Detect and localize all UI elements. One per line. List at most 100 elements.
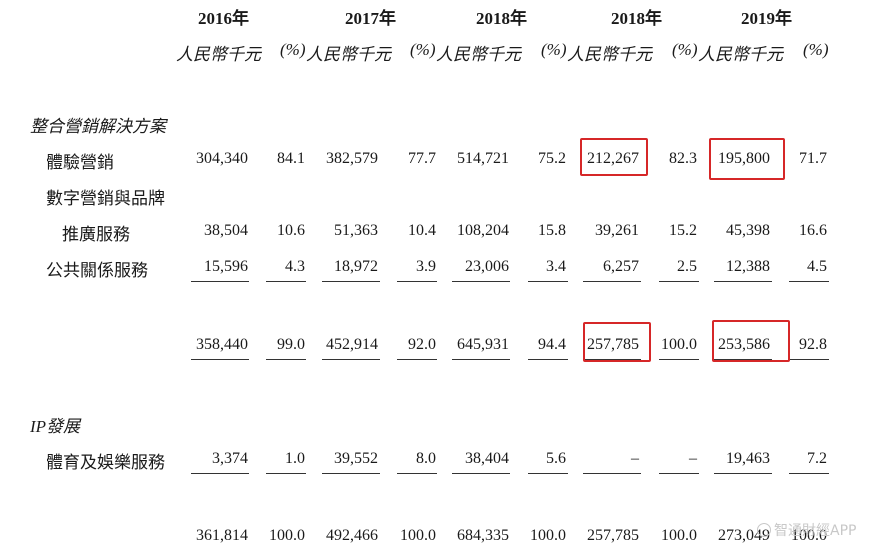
cell-pct: 100.0 [269, 527, 305, 544]
unit-amount-header: 人民幣千元 [306, 45, 391, 64]
subtotal-rule [659, 281, 699, 282]
cell-pct: 15.8 [538, 222, 566, 239]
cell-pct: 3.4 [546, 258, 566, 275]
highlight-box [709, 138, 785, 180]
row-label-experience-marketing: 體驗營銷 [46, 153, 114, 172]
total-rule [397, 473, 437, 474]
cell-amount: 12,388 [726, 258, 770, 275]
subtotal-rule [322, 359, 380, 360]
cell-pct: 5.6 [546, 450, 566, 467]
year-header-2017: 2017年 [345, 9, 396, 28]
unit-pct-header: (%) [672, 40, 698, 59]
subtotal-rule [322, 281, 380, 282]
subtotal-rule [397, 359, 437, 360]
cell-amount: – [631, 450, 639, 467]
cell-pct: 7.2 [807, 450, 827, 467]
cell-pct: 82.3 [669, 150, 697, 167]
cell-pct: 100.0 [400, 527, 436, 544]
cell-amount: 452,914 [326, 336, 378, 353]
cell-amount: 18,972 [334, 258, 378, 275]
subtotal-rule [452, 359, 510, 360]
subtotal-rule [528, 359, 568, 360]
highlight-box [583, 322, 651, 362]
cell-amount: 492,466 [326, 527, 378, 544]
total-rule [452, 473, 510, 474]
total-rule [714, 473, 772, 474]
highlight-box [580, 138, 648, 176]
cell-pct: 4.5 [807, 258, 827, 275]
cell-pct: 10.6 [277, 222, 305, 239]
cell-amount: 51,363 [334, 222, 378, 239]
cell-pct: 77.7 [408, 150, 436, 167]
watermark: 智通財經APP [757, 520, 856, 540]
unit-pct-header: (%) [541, 40, 567, 59]
cell-amount: 195,800 [718, 150, 770, 167]
section-title-ip-development: IP發展 [30, 417, 81, 436]
subtotal-rule [266, 359, 306, 360]
cell-amount: 684,335 [457, 527, 509, 544]
total-rule [583, 473, 641, 474]
cell-amount: 39,552 [334, 450, 378, 467]
unit-amount-header: 人民幣千元 [436, 45, 521, 64]
cell-pct: 71.7 [799, 150, 827, 167]
cell-amount: 253,586 [718, 336, 770, 353]
cell-pct: 10.4 [408, 222, 436, 239]
cell-amount: 257,785 [587, 336, 639, 353]
total-rule [266, 473, 306, 474]
subtotal-rule [191, 281, 249, 282]
cell-amount: 23,006 [465, 258, 509, 275]
cell-amount: 514,721 [457, 150, 509, 167]
cell-pct: 100.0 [661, 336, 697, 353]
subtotal-rule [266, 281, 306, 282]
subtotal-rule [659, 359, 699, 360]
cell-amount: 382,579 [326, 150, 378, 167]
unit-amount-header: 人民幣千元 [176, 45, 261, 64]
cell-pct: 100.0 [791, 527, 827, 544]
cell-pct: 92.8 [799, 336, 827, 353]
subtotal-rule [789, 359, 829, 360]
highlight-box [712, 320, 790, 362]
subtotal-rule [191, 359, 249, 360]
row-label-public-relations: 公共關係服務 [46, 261, 148, 280]
section-title-integrated-marketing: 整合營銷解決方案 [30, 117, 166, 136]
subtotal-rule [583, 281, 641, 282]
cell-amount: 108,204 [457, 222, 509, 239]
year-header-2018-period: 2018年 [611, 9, 662, 28]
total-rule [322, 473, 380, 474]
unit-amount-header: 人民幣千元 [698, 45, 783, 64]
subtotal-rule [452, 281, 510, 282]
row-label-digital-marketing: 數字營銷與品牌 [46, 189, 165, 208]
cell-pct: 100.0 [661, 527, 697, 544]
subtotal-rule [583, 359, 641, 360]
cell-pct: 3.9 [416, 258, 436, 275]
total-rule [528, 473, 568, 474]
cell-amount: 358,440 [196, 336, 248, 353]
cell-pct: – [689, 450, 697, 467]
cell-pct: 100.0 [530, 527, 566, 544]
watermark-text: 智通財經APP [774, 523, 857, 539]
cell-amount: 38,504 [204, 222, 248, 239]
year-header-2019: 2019年 [741, 9, 792, 28]
cell-pct: 1.0 [285, 450, 305, 467]
unit-amount-header: 人民幣千元 [567, 45, 652, 64]
cell-pct: 16.6 [799, 222, 827, 239]
cell-pct: 92.0 [408, 336, 436, 353]
cell-amount: 39,261 [595, 222, 639, 239]
cell-pct: 84.1 [277, 150, 305, 167]
watermark-logo-icon [757, 523, 771, 537]
cell-amount: 19,463 [726, 450, 770, 467]
cell-amount: 257,785 [587, 527, 639, 544]
cell-amount: 3,374 [212, 450, 248, 467]
cell-amount: 645,931 [457, 336, 509, 353]
total-rule [659, 473, 699, 474]
cell-pct: 4.3 [285, 258, 305, 275]
year-header-2016: 2016年 [198, 9, 249, 28]
cell-amount: 212,267 [587, 150, 639, 167]
cell-amount: 361,814 [196, 527, 248, 544]
total-rule [191, 473, 249, 474]
subtotal-rule [528, 281, 568, 282]
subtotal-rule [714, 359, 772, 360]
subtotal-rule [714, 281, 772, 282]
row-label-sports-entertainment: 體育及娛樂服務 [46, 453, 165, 472]
year-header-2018: 2018年 [476, 9, 527, 28]
